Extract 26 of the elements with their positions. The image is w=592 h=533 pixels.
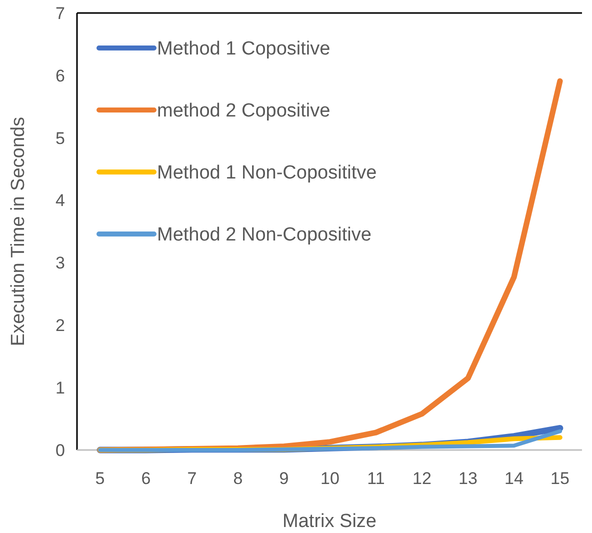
x-tick-label: 10: [320, 469, 340, 488]
x-tick-label: 8: [233, 469, 243, 488]
y-tick-label: 2: [56, 316, 65, 336]
x-tick-label: 13: [458, 469, 478, 488]
y-tick-label: 7: [56, 4, 65, 23]
y-tick-label: 0: [56, 440, 65, 460]
x-tick-label: 6: [141, 469, 151, 488]
x-tick-label: 7: [187, 469, 197, 488]
line-series: [98, 429, 562, 452]
x-tick-label: 11: [367, 469, 385, 488]
legend-label: Method 1 Copositive: [157, 38, 330, 60]
legend-label: Method 2 Non-Copositive: [157, 224, 372, 246]
legend-label: Method 1 Non-Coposititve: [157, 162, 377, 184]
x-tick-label: 5: [95, 469, 105, 488]
x-tick-label: 12: [412, 469, 432, 488]
x-tick-label: 15: [550, 469, 570, 488]
y-axis-title: Execution Time in Seconds: [8, 116, 29, 346]
y-tick-label: 5: [56, 128, 65, 148]
y-tick-label: 1: [56, 378, 65, 398]
x-axis-title: Matrix Size: [282, 511, 376, 532]
x-tick-label: 9: [279, 469, 289, 488]
y-tick-label: 6: [56, 66, 65, 86]
x-tick-label: 14: [504, 469, 524, 488]
legend-label: method 2 Copositive: [157, 100, 330, 122]
y-tick-label: 4: [56, 191, 65, 210]
y-tick-label: 3: [56, 254, 65, 273]
